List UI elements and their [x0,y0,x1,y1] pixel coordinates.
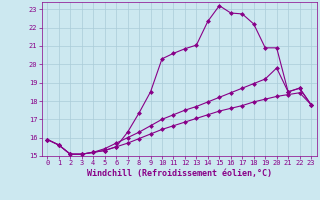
X-axis label: Windchill (Refroidissement éolien,°C): Windchill (Refroidissement éolien,°C) [87,169,272,178]
